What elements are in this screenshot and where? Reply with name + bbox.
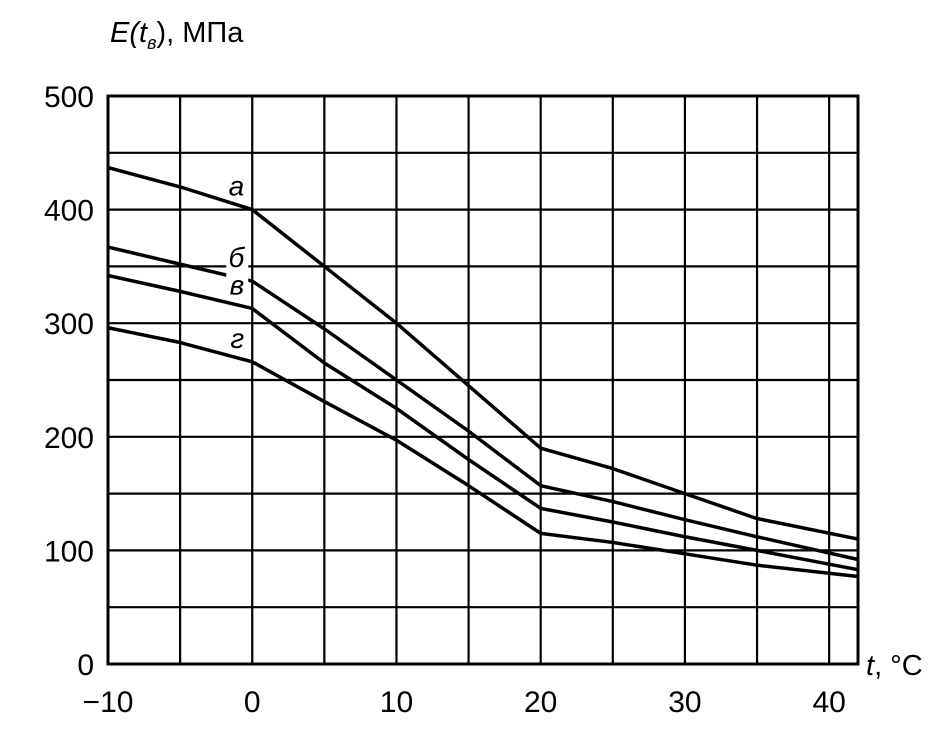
x-tick-label: 40 — [812, 686, 845, 719]
series-line-1 — [107, 165, 859, 541]
series-label-4: г — [230, 323, 244, 354]
grid — [106, 96, 858, 664]
y-axis-label: E(tв), МПа — [110, 17, 244, 53]
tick-labels: 0 100 200 300 400 500 −10 0 10 20 30 40 — [44, 81, 846, 719]
series-line-2 — [107, 245, 859, 562]
y-tick-label: 500 — [44, 81, 94, 114]
series-label-3: в — [230, 269, 245, 300]
x-axis-label: t, °C — [866, 650, 923, 682]
series-lines — [107, 165, 859, 579]
series-label-backdrop — [226, 245, 249, 272]
y-tick-label: 100 — [44, 535, 94, 568]
series-label-backdrop — [226, 325, 249, 352]
x-tick-label: −10 — [83, 686, 134, 719]
y-tick-label: 200 — [44, 422, 94, 455]
series-label-backdrop — [226, 173, 249, 200]
series-label-backdrop — [226, 272, 249, 299]
plot-frame — [106, 94, 860, 666]
series-label-1: а — [229, 171, 245, 202]
series-line-4 — [107, 326, 859, 579]
x-tick-label: 0 — [244, 686, 261, 719]
y-tick-label: 300 — [44, 308, 94, 341]
x-tick-label: 10 — [380, 686, 413, 719]
y-tick-label: 0 — [77, 649, 94, 682]
series-line-3 — [107, 273, 859, 572]
series-labels: а бвг — [226, 171, 249, 354]
series-label-2: б — [228, 242, 245, 273]
x-tick-label: 30 — [668, 686, 701, 719]
x-tick-label: 20 — [524, 686, 557, 719]
y-tick-label: 400 — [44, 195, 94, 228]
